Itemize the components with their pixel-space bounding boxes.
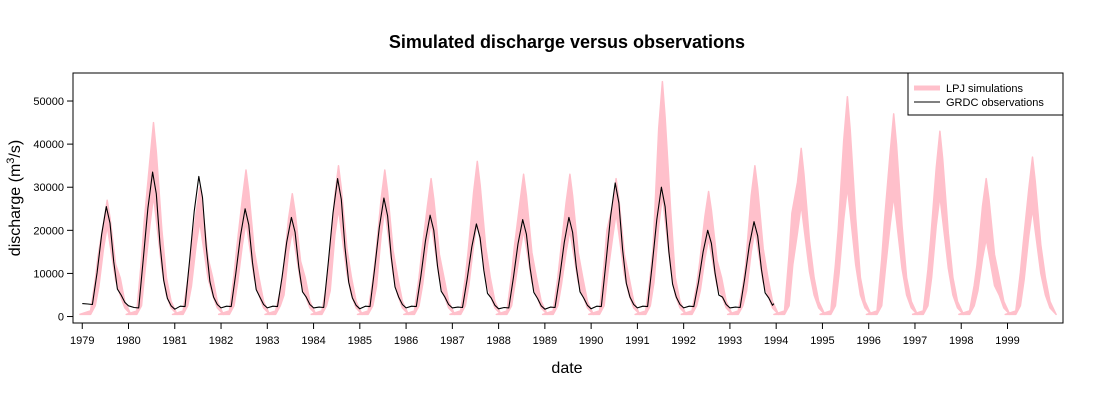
y-tick-label-50000: 50000 <box>33 96 64 108</box>
x-axis-label: date <box>551 360 582 377</box>
y-tick-label-0: 0 <box>58 312 64 324</box>
x-tick-label-1992: 1992 <box>671 335 695 347</box>
legend: LPJ simulations GRDC observations <box>907 72 1064 116</box>
x-tick-label-1982: 1982 <box>209 335 233 347</box>
x-tick-label-1994: 1994 <box>764 335 788 347</box>
x-tick-label-1995: 1995 <box>810 335 834 347</box>
legend-label-simulation: LPJ simulations <box>946 83 1024 95</box>
plot-frame <box>72 72 1064 324</box>
legend-label-observation: GRDC observations <box>946 97 1044 109</box>
x-tick-label-1990: 1990 <box>579 335 603 347</box>
x-tick-label-1985: 1985 <box>348 335 372 347</box>
y-tick-label-20000: 20000 <box>33 225 64 237</box>
plot-area <box>79 80 1057 316</box>
obs-line <box>82 171 775 310</box>
x-tick-label-1991: 1991 <box>625 335 649 347</box>
x-tick-label-1999: 1999 <box>995 335 1019 347</box>
y-axis-label: discharge (m3/s) <box>5 140 24 256</box>
x-tick-label-1986: 1986 <box>394 335 418 347</box>
y-axis-label-tail: /s) <box>7 140 24 158</box>
x-tick-label-1988: 1988 <box>486 335 510 347</box>
x-tick-label-1993: 1993 <box>718 335 742 347</box>
y-axis-label-main: discharge (m <box>7 164 24 256</box>
x-tick-label-1996: 1996 <box>856 335 880 347</box>
x-tick-label-1981: 1981 <box>163 335 187 347</box>
x-tick-label-1987: 1987 <box>440 335 464 347</box>
simulation-series <box>79 80 1057 316</box>
y-axis: 0 10000 20000 30000 40000 50000 <box>33 96 73 324</box>
legend-box <box>907 72 1064 116</box>
observation-series <box>82 171 775 310</box>
y-tick-label-30000: 30000 <box>33 182 64 194</box>
x-tick-label-1989: 1989 <box>533 335 557 347</box>
x-tick-label-1980: 1980 <box>116 335 140 347</box>
x-tick-label-1983: 1983 <box>255 335 279 347</box>
y-tick-label-10000: 10000 <box>33 268 64 280</box>
y-tick-label-40000: 40000 <box>33 139 64 151</box>
chart-title: Simulated discharge versus observations <box>389 32 745 52</box>
x-tick-label-1979: 1979 <box>70 335 94 347</box>
x-axis: 1979 1980 1981 1982 1983 1984 1985 1986 1987 1988… <box>70 323 1020 347</box>
y-axis-label-superscript: 3 <box>5 158 17 164</box>
x-tick-label-1997: 1997 <box>903 335 927 347</box>
sim-band-1999 <box>1004 156 1057 316</box>
x-tick-label-1984: 1984 <box>301 335 325 347</box>
x-tick-label-1998: 1998 <box>949 335 973 347</box>
